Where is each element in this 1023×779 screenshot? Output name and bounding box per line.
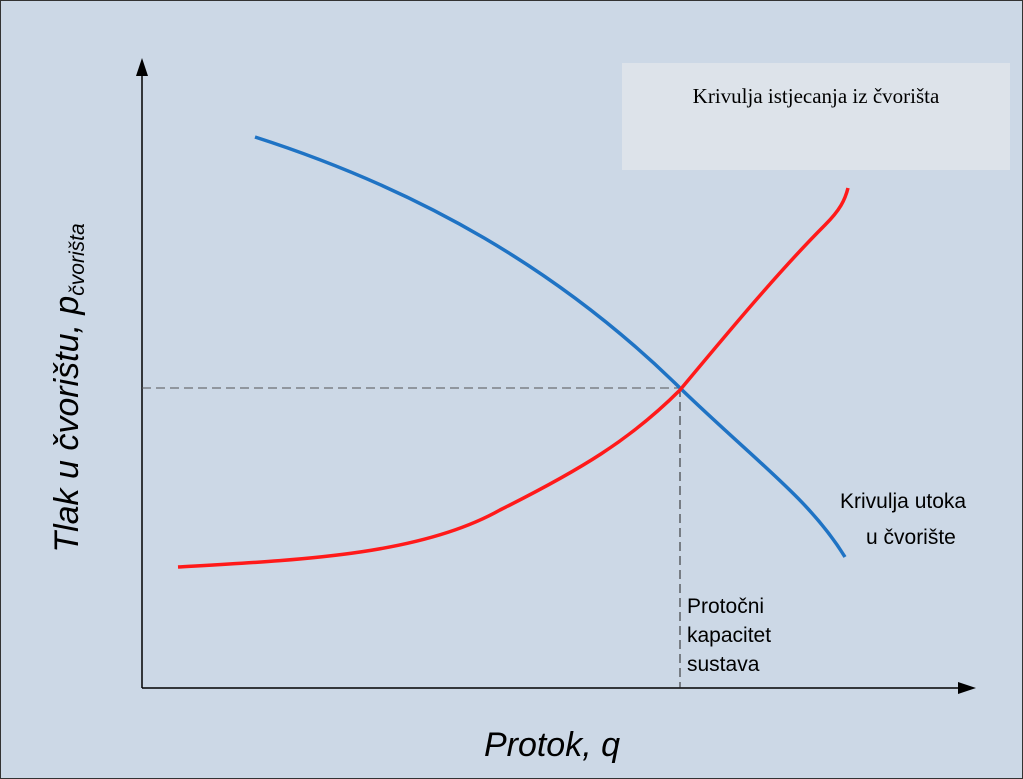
outflow-curve (177, 187, 850, 569)
x-axis-label: Protok, q (484, 726, 620, 764)
inflow-curve (254, 135, 847, 558)
capacity-label-line: kapacitet (687, 624, 771, 647)
inflow-label-line: Krivulja utoka (840, 490, 966, 513)
y-axis-label-main: Tlak u čvorištu, p (48, 296, 86, 553)
inflow-label-line: u čvorište (866, 526, 956, 549)
capacity-label: Protočni kapacitet sustava (687, 595, 777, 676)
capacity-label-line: Protočni (687, 595, 764, 618)
y-axis-arrow (136, 58, 148, 76)
inflow-label: Krivulja utoka u čvorište (840, 490, 972, 549)
capacity-label-line: sustava (687, 653, 760, 676)
title-box-text: Krivulja istjecanja iz čvorišta (693, 84, 940, 108)
y-axis-label-sub: čvorišta (66, 223, 89, 295)
title-box (622, 63, 1010, 170)
y-axis-label: Tlak u čvorištu, pčvorišta (48, 223, 89, 552)
x-axis-arrow (958, 682, 976, 694)
